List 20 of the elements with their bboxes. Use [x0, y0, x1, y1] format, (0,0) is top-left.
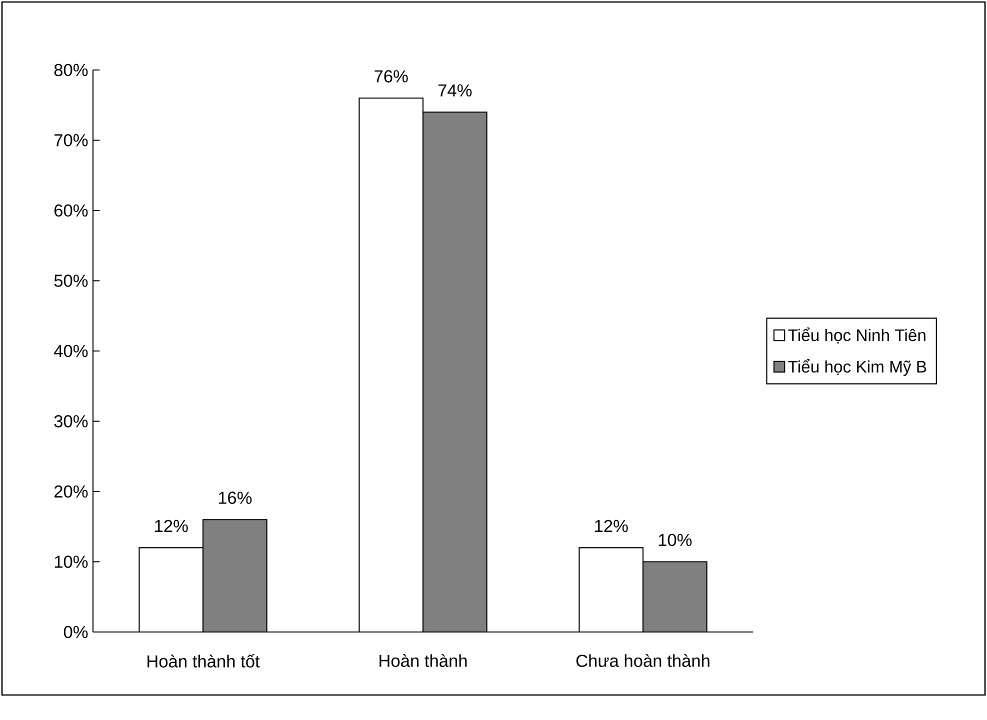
y-tick-label: 70%: [54, 134, 88, 146]
x-tick-label: Hoàn thành: [380, 654, 467, 667]
data-label: 12%: [155, 520, 188, 532]
x-tick-label: Hoàn thành tốt: [148, 654, 260, 668]
y-tick-label: 60%: [54, 204, 88, 217]
y-tick-label: 50%: [54, 274, 88, 287]
data-label: 10%: [658, 534, 692, 546]
y-tick-label: 30%: [54, 415, 88, 428]
x-tick-label: Chưa hoàn thành: [576, 654, 710, 667]
y-tick-label: 20%: [54, 485, 88, 498]
data-label: 12%: [595, 520, 628, 532]
legend-label: Tiểu học Kim Mỹ B: [788, 359, 926, 376]
y-tick-label: 80%: [54, 64, 88, 76]
y-tick-label: 40%: [54, 344, 88, 358]
legend-label: Tiểu học Ninh Tiên: [788, 328, 926, 344]
data-label: 16%: [218, 492, 252, 504]
y-tick-label: 10%: [54, 556, 88, 568]
y-tick-label: 0%: [64, 626, 88, 638]
data-label: 74%: [438, 84, 472, 96]
data-label: 76%: [374, 70, 408, 82]
